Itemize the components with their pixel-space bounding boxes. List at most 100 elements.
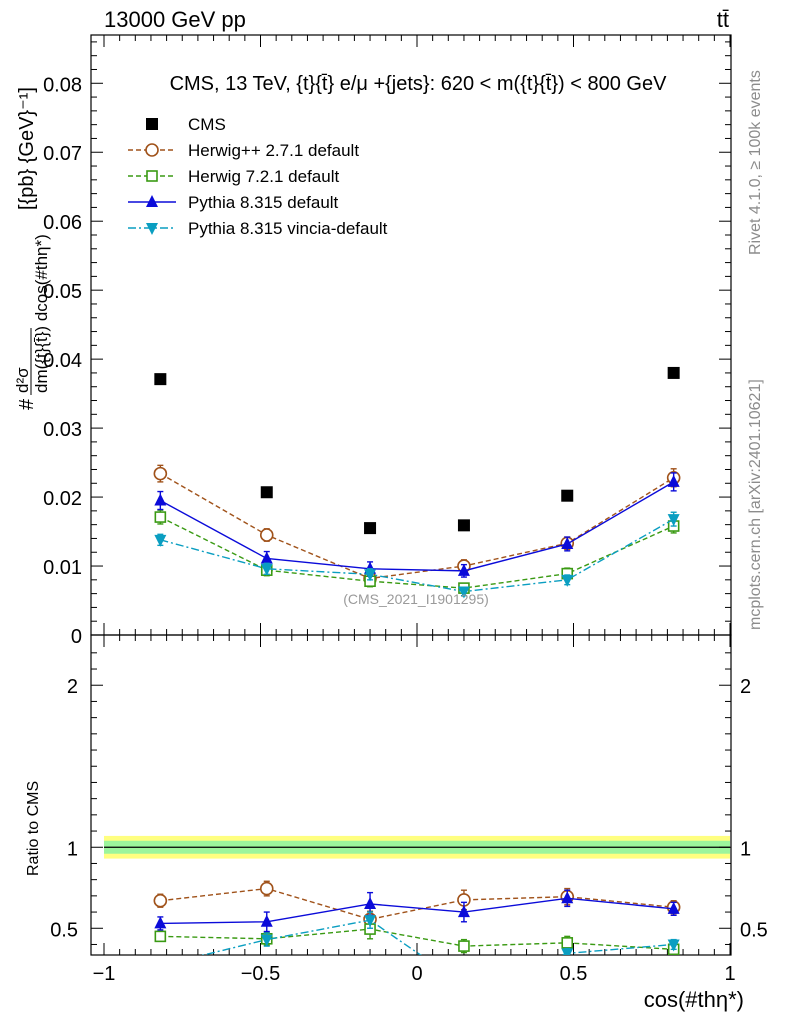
main-series-line <box>159 473 675 580</box>
main-data-point <box>667 474 680 487</box>
x-tick-label: −0.5 <box>241 963 280 985</box>
main-series-line <box>160 516 674 589</box>
ratio-data-point <box>260 914 273 927</box>
legend-marker <box>145 143 159 157</box>
analysis-watermark: (CMS_2021_I1901295) <box>343 591 489 607</box>
main-data-point <box>561 489 574 502</box>
main-data-point <box>154 373 167 386</box>
ratio-data-point <box>364 896 377 909</box>
main-series-4 <box>154 511 680 599</box>
legend-marker <box>146 223 158 235</box>
rivet-version-label: Rivet 4.1.0, ≥ 100k events <box>747 70 764 255</box>
main-y-axis-label: # d²σ dm({t}{t̄}) dcos(#thη*) [{pb} {GeV… <box>13 87 51 410</box>
ratio-data-point <box>154 961 166 973</box>
ratio-panel-frame <box>90 634 732 956</box>
ratio-y-tick-label: 2 <box>67 676 78 698</box>
ratio-series-0 <box>153 880 681 929</box>
main-data-point <box>457 519 470 532</box>
y-label-denominator: dm({t}{t̄}) dcos(#thη*) <box>32 234 51 393</box>
x-tick-label: −1 <box>93 963 116 985</box>
legend-item: CMS <box>146 115 226 134</box>
ratio-uncertainty-band <box>104 835 730 859</box>
ratio-data-point <box>153 893 168 908</box>
legend-label: Herwig++ 2.7.1 default <box>188 141 359 160</box>
main-y-tick-label: 0.03 <box>43 419 82 441</box>
main-data-point <box>260 486 273 499</box>
main-data-point <box>667 514 680 527</box>
ratio-series <box>153 880 681 992</box>
chart-title: CMS, 13 TeV, {t}{t̄} e/μ +{jets}: 620 < … <box>170 73 668 95</box>
legend-item: Pythia 8.315 default <box>128 193 339 212</box>
ratio-data-point <box>154 916 167 929</box>
main-series-line <box>160 481 675 572</box>
ratio-y-tick-label-right: 2 <box>740 676 751 698</box>
main-data-point <box>260 551 273 564</box>
main-data-point <box>153 466 168 481</box>
ratio-y-tick-label: 1 <box>67 838 78 860</box>
ratio-series-line <box>160 887 674 921</box>
ratio-y-tick-label: 0.5 <box>50 919 78 941</box>
ratio-data-point <box>259 881 274 896</box>
mcplots-label: mcplots.cern.ch [arXiv:2401.10621] <box>747 379 764 630</box>
main-y-tick-label: 0 <box>71 626 82 648</box>
ratio-y-tick-label-right: 0.5 <box>740 919 768 941</box>
energy-label: 13000 GeV pp <box>104 7 246 32</box>
ratio-data-point <box>260 934 273 947</box>
legend-label: Pythia 8.315 default <box>188 193 339 212</box>
main-y-tick-label: 0.04 <box>43 350 82 372</box>
main-data-point <box>154 534 167 547</box>
legend-marker <box>146 195 158 207</box>
y-label-unit: [{pb} {GeV}⁻¹] <box>16 87 38 210</box>
axis-ticks <box>91 35 731 955</box>
ratio-data-point <box>458 980 470 992</box>
ratio-series-line <box>160 897 674 925</box>
main-data-point <box>364 569 377 582</box>
main-series-line <box>160 518 675 593</box>
main-series <box>153 366 681 599</box>
x-axis-label: cos(#thη*) <box>644 987 744 1012</box>
main-data-point <box>457 586 470 599</box>
legend-item: Herwig 7.2.1 default <box>128 167 339 186</box>
main-data-point <box>364 522 377 535</box>
main-data-point <box>457 563 470 576</box>
main-data-point <box>561 536 574 549</box>
ratio-y-tick-label-right: 1 <box>740 838 751 860</box>
main-data-point <box>259 528 274 542</box>
main-panel-frame <box>90 34 732 636</box>
legend-marker <box>146 118 158 130</box>
process-label: tt̄ <box>717 7 729 32</box>
main-data-point <box>667 366 680 379</box>
ratio-series-3 <box>154 911 680 992</box>
ratio-series-2 <box>154 889 680 933</box>
ratio-data-point <box>154 930 167 943</box>
legend-label: Herwig 7.2.1 default <box>188 167 339 186</box>
main-y-tick-label: 0.05 <box>43 281 82 303</box>
legend-label: Pythia 8.315 vincia-default <box>188 219 388 238</box>
ratio-data-point <box>561 937 574 949</box>
ratio-y-tick-labels: 0.5 0.5 1 1 2 2 <box>50 676 768 941</box>
legend-item: Pythia 8.315 vincia-default <box>128 219 388 238</box>
ratio-data-point <box>667 901 680 914</box>
legend-item: Herwig++ 2.7.1 default <box>128 141 359 160</box>
y-label-hash: # <box>16 398 38 410</box>
ratio-data-point <box>458 940 470 952</box>
main-y-tick-label: 0.02 <box>43 488 82 510</box>
main-data-point <box>154 511 167 523</box>
y-label-numerator: d²σ <box>13 367 32 393</box>
main-data-point <box>561 574 574 587</box>
legend-label: CMS <box>188 115 226 134</box>
main-y-tick-labels: 0 0.01 0.02 0.03 0.04 0.05 0.06 0.07 0.08 <box>43 74 82 648</box>
ratio-series-line <box>160 928 674 951</box>
ratio-y-axis-label: Ratio to CMS <box>25 781 42 876</box>
main-data-point <box>260 563 273 576</box>
ratio-series-line <box>200 919 674 955</box>
x-tick-label: 0 <box>411 963 422 985</box>
ratio-data-point <box>457 905 470 918</box>
main-y-tick-label: 0.08 <box>43 74 82 96</box>
legend: CMS Herwig++ 2.7.1 default Herwig 7.2.1 de… <box>128 115 388 238</box>
legend-marker <box>146 170 158 182</box>
x-tick-label: 1 <box>724 963 735 985</box>
main-y-tick-label: 0.07 <box>43 143 82 165</box>
ratio-data-point <box>364 915 377 928</box>
